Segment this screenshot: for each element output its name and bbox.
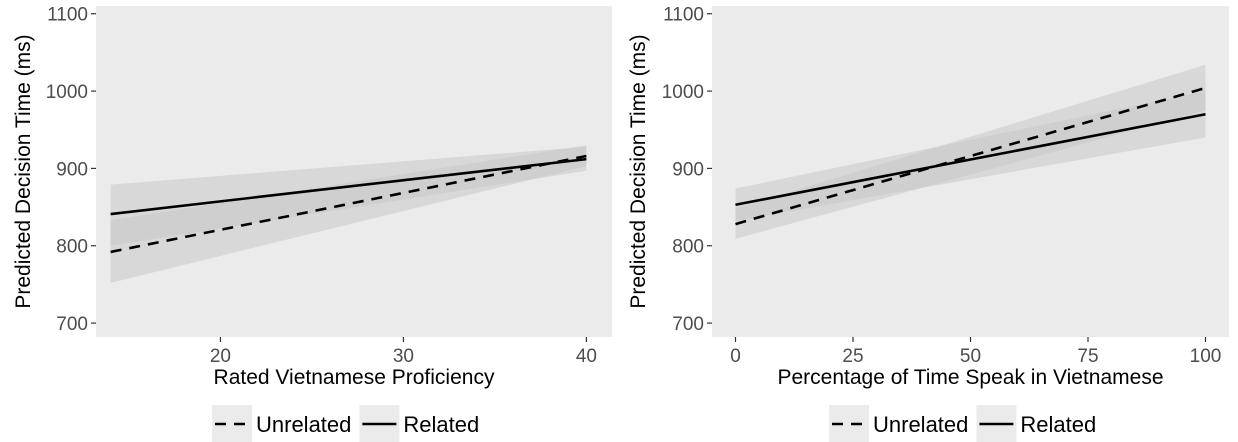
legend: Unrelated Related — [829, 405, 1096, 442]
x-tick-label: 40 — [576, 346, 597, 367]
legend-key-related — [976, 405, 1017, 442]
x-tick-label: 100 — [1190, 346, 1222, 367]
confidence-band-related — [735, 91, 1206, 221]
series-line-related — [110, 157, 587, 216]
y-tick-label: 1000 — [46, 82, 88, 103]
chart-panel-1: 700 800 900 1000 1100 20 30 40 Rated Vietnamese … — [12, 5, 612, 442]
series-line-unrelated — [110, 154, 587, 254]
x-tick-label: 20 — [210, 346, 231, 367]
y-tick-label: 1100 — [663, 5, 704, 26]
y-axis-title: Predicted Decision Time (ms) — [12, 34, 35, 308]
legend: Unrelated Related — [212, 405, 479, 442]
legend-label-related: Related — [1020, 412, 1096, 437]
x-tick-label: 75 — [1077, 346, 1098, 367]
confidence-band-related — [110, 146, 587, 246]
x-tick-label: 0 — [730, 346, 741, 367]
series-line-related — [735, 112, 1206, 207]
chart-panel-2: 700 800 900 1000 1100 0 25 50 75 100 Percentage of… — [627, 5, 1229, 442]
legend-key-unrelated — [212, 405, 252, 442]
y-tick-label: 1000 — [662, 82, 704, 103]
x-tick-label: 30 — [393, 346, 414, 367]
x-tick-label: 25 — [842, 346, 863, 367]
legend-label-unrelated: Unrelated — [256, 412, 351, 437]
legend-key-related — [359, 405, 400, 442]
y-axis-title: Predicted Decision Time (ms) — [627, 34, 650, 308]
x-axis-title: Percentage of Time Speak in Vietnamese — [777, 366, 1163, 389]
y-tick-label: 700 — [56, 314, 88, 335]
y-tick-label: 800 — [672, 237, 704, 258]
y-tick-label: 700 — [672, 314, 704, 335]
y-tick-label: 900 — [56, 159, 88, 180]
x-axis-title: Rated Vietnamese Proficiency — [214, 366, 495, 389]
legend-label-unrelated: Unrelated — [873, 412, 968, 437]
y-tick-label: 1100 — [47, 5, 88, 26]
y-tick-label: 800 — [56, 237, 88, 258]
x-tick-label: 50 — [960, 346, 981, 367]
series-line-unrelated — [735, 86, 1206, 226]
legend-key-unrelated — [829, 405, 869, 442]
y-tick-label: 900 — [672, 159, 704, 180]
legend-label-related: Related — [403, 412, 479, 437]
